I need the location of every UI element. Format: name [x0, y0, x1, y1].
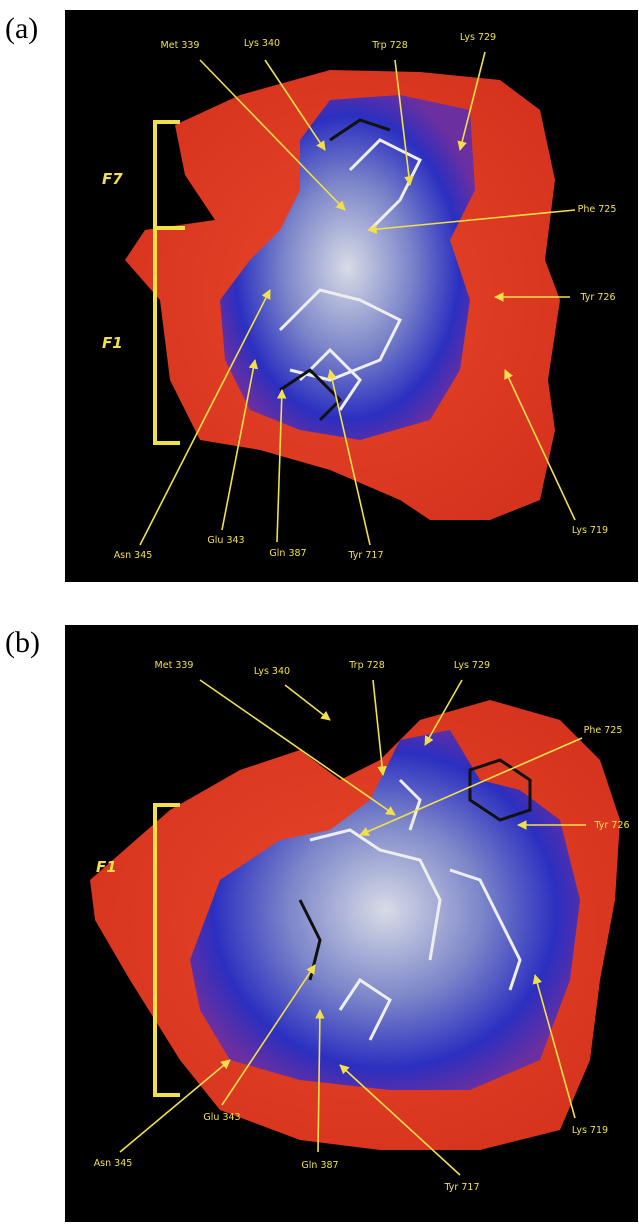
- residue-label: Lys 340: [244, 38, 280, 49]
- residue-label: Lys 719: [572, 1125, 608, 1136]
- residue-label: Lys 340: [254, 666, 290, 677]
- residue-label: Lys 719: [572, 525, 608, 536]
- residue-label: Met 339: [155, 660, 194, 671]
- figure: (a) F7 F1 Met 339 Lys 340 Trp 728 Lys 729 Phe 7…: [0, 0, 639, 1228]
- residue-label: Trp 728: [371, 40, 408, 51]
- residue-label: Tyr 726: [593, 820, 629, 831]
- residue-label: Tyr 717: [347, 550, 383, 561]
- panel-label: (b): [5, 626, 40, 659]
- residue-label: Phe 725: [578, 204, 617, 215]
- region-label: F1: [96, 858, 117, 876]
- residue-label: Asn 345: [94, 1158, 133, 1169]
- residue-label: Glu 343: [203, 1112, 240, 1123]
- region-label: F7: [102, 170, 123, 188]
- panel-label: (a): [5, 12, 38, 45]
- residue-label: Lys 729: [460, 32, 496, 43]
- residue-label: Tyr 717: [443, 1182, 479, 1193]
- residue-label: Phe 725: [584, 725, 623, 736]
- residue-label: Asn 345: [114, 550, 153, 561]
- page: (a) F7 F1 Met 339 Lys 340 Trp 728 Lys 729 Phe 7…: [0, 0, 639, 1228]
- residue-label: Gln 387: [301, 1160, 338, 1171]
- region-label: F1: [102, 334, 123, 352]
- residue-label: Met 339: [161, 40, 200, 51]
- residue-label: Trp 728: [348, 660, 385, 671]
- residue-label: Lys 729: [454, 660, 490, 671]
- residue-label: Gln 387: [269, 548, 306, 559]
- residue-label: Tyr 726: [579, 292, 615, 303]
- residue-label: Glu 343: [207, 535, 244, 546]
